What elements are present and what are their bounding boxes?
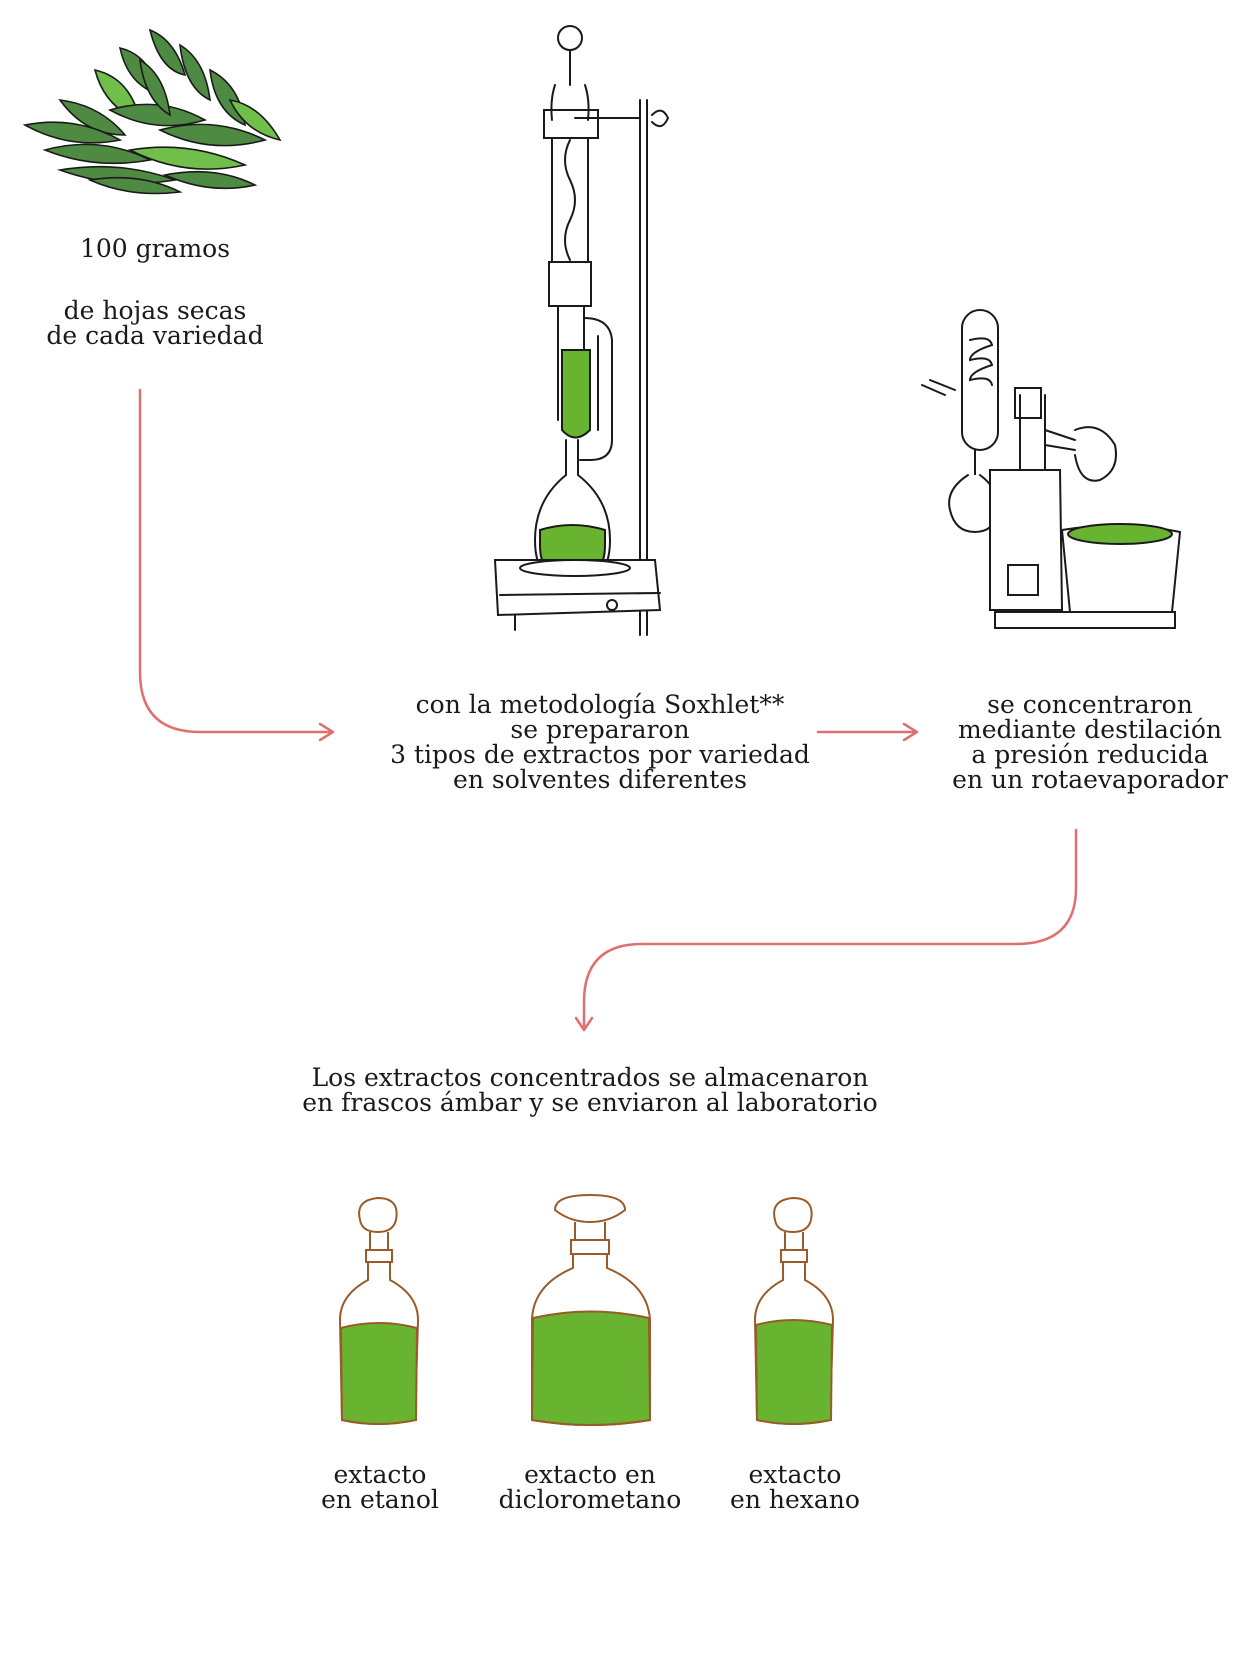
soxhlet-caption-line1: con la metodología Soxhlet**	[415, 690, 785, 719]
rotavap-caption: se concentraron mediante destilación a p…	[940, 692, 1240, 792]
bottle-caption-diclorometano: extacto en diclorometano	[480, 1462, 700, 1512]
soxhlet-caption-line4: en solventes diferentes	[453, 765, 747, 794]
rotavap-caption-line3: a presión reducida	[971, 740, 1209, 769]
soxhlet-caption-line3: 3 tipos de extractos por variedad	[390, 740, 810, 769]
arrow-leaves-to-soxhlet	[138, 388, 335, 742]
leaves-caption-line1: 100 gramos	[79, 234, 231, 263]
amber-bottle-icon-etanol	[338, 1196, 420, 1425]
bottle-caption-line2: diclorometano	[498, 1485, 682, 1514]
bottle-caption-line2: en hexano	[730, 1485, 860, 1514]
amber-bottle-icon-diclorometano	[530, 1193, 652, 1426]
rotavap-caption-line1: se concentraron	[987, 690, 1193, 719]
bottle-caption-line1: extacto en	[524, 1460, 656, 1489]
soxhlet-caption-line2: se prepararon	[510, 715, 690, 744]
soxhlet-extractor-icon	[493, 25, 670, 636]
storage-caption-line1: Los extractos concentrados se almacenaro…	[311, 1063, 869, 1092]
flow-arrows	[138, 388, 1078, 1032]
bottle-caption-line2: en etanol	[321, 1485, 439, 1514]
rotavap-caption-line4: en un rotaevaporador	[952, 765, 1228, 794]
dried-leaves-pile-icon	[22, 28, 282, 195]
amber-bottle-icon-hexano	[753, 1196, 835, 1425]
storage-caption-line2: en frascos ámbar y se enviaron al labora…	[302, 1088, 878, 1117]
bottle-caption-line1: extacto	[748, 1460, 842, 1489]
bottle-caption-line1: extacto	[333, 1460, 427, 1489]
leaves-caption-line3: de cada variedad	[46, 321, 264, 350]
bottle-caption-hexano: extacto en hexano	[700, 1462, 890, 1512]
bottle-caption-etanol: extacto en etanol	[290, 1462, 470, 1512]
leaves-caption-line2: de hojas secas	[63, 296, 247, 325]
bottles-illustrations	[338, 1193, 835, 1426]
arrow-rotavap-to-storage	[574, 828, 1078, 1032]
rotary-evaporator-icon	[921, 309, 1182, 629]
rotavap-caption-line2: mediante destilación	[957, 715, 1222, 744]
soxhlet-caption: con la metodología Soxhlet** se preparar…	[360, 692, 840, 792]
arrow-soxhlet-to-rotavap	[816, 722, 919, 742]
storage-caption: Los extractos concentrados se almacenaro…	[300, 1065, 880, 1115]
leaves-caption: 100 gramos de hojas secas de cada varied…	[20, 236, 290, 348]
